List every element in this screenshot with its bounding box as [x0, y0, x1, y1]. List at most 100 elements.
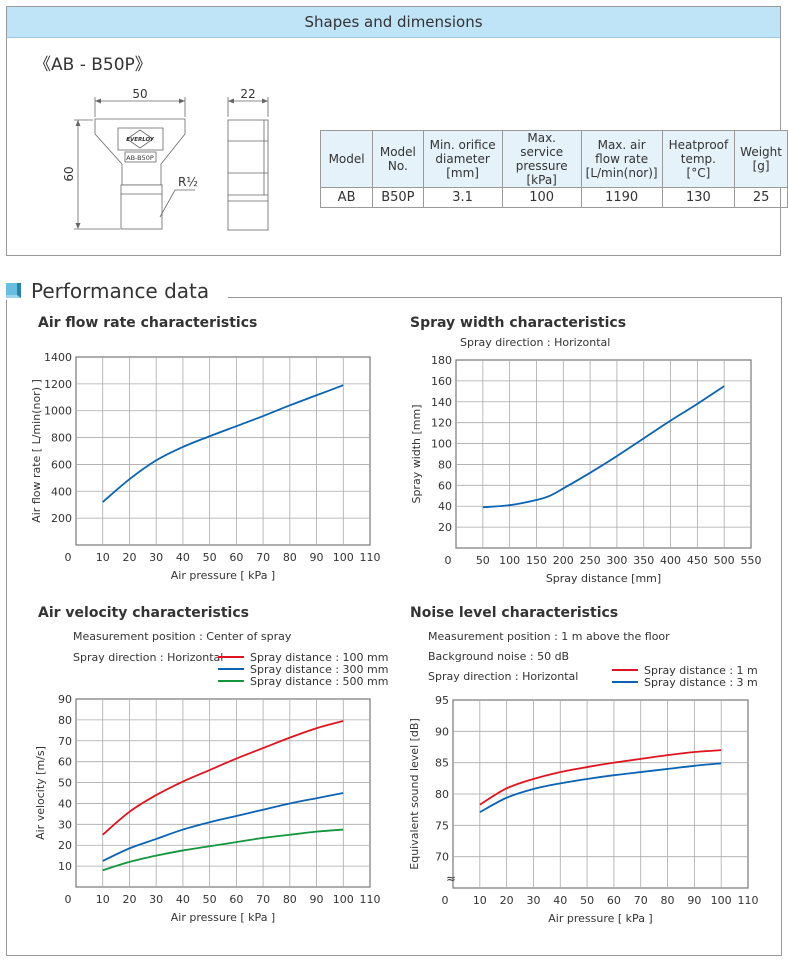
x-tick-label: 0	[445, 554, 452, 567]
x-tick-label: 500	[714, 554, 735, 567]
y-tick-label: 60	[58, 756, 72, 769]
table-cell: 1190	[580, 187, 663, 208]
chart-note: Measurement position : Center of spray	[73, 630, 292, 643]
x-tick-label: 110	[738, 894, 759, 907]
chart-title: Noise level characteristics	[410, 605, 618, 621]
plate-text: AB-B50P	[126, 154, 154, 162]
y-tick-label: 20	[58, 839, 72, 852]
chart-title: Air flow rate characteristics	[38, 315, 257, 331]
y-axis-label: Spray width [mm]	[410, 404, 423, 503]
y-tick-label: 90	[58, 693, 72, 706]
table-cell: 130	[661, 187, 736, 208]
table-cell: B50P	[372, 187, 424, 208]
section-header: Shapes and dimensions	[7, 7, 780, 38]
x-tick-label: 90	[310, 893, 324, 906]
x-tick-label: 70	[256, 893, 270, 906]
x-tick-label: 90	[310, 551, 324, 564]
thread-label: R½	[178, 175, 198, 189]
y-tick-label: 50	[58, 777, 72, 790]
series-line-2	[102, 792, 344, 862]
y-tick-label: 75	[435, 819, 449, 832]
x-tick-label: 100	[499, 554, 520, 567]
x-tick-label: 70	[634, 894, 648, 907]
x-tick-label: 50	[476, 554, 490, 567]
divider	[6, 300, 7, 955]
x-tick-label: 100	[333, 551, 354, 564]
plot-area	[75, 698, 371, 888]
x-tick-label: 60	[607, 894, 621, 907]
x-tick-label: 0	[65, 893, 72, 906]
chart-2: Spray width characteristics Spray directi…	[410, 315, 762, 585]
legend-label: Spray distance : 1 m	[644, 664, 758, 677]
y-tick-label: 70	[435, 851, 449, 864]
y-tick-label: 140	[431, 396, 452, 409]
x-tick-label: 30	[149, 893, 163, 906]
y-tick-label: 30	[58, 818, 72, 831]
y-tick-label: 40	[58, 797, 72, 810]
chart-3: Air velocity characteristics Measurement …	[34, 605, 388, 924]
x-tick-label: 0	[442, 894, 449, 907]
x-tick-label: 100	[333, 893, 354, 906]
side-view-outline	[227, 119, 269, 231]
chart-title: Spray width characteristics	[410, 315, 626, 331]
y-tick-label: 10	[58, 860, 72, 873]
x-tick-label: 30	[526, 894, 540, 907]
table-cell: 3.1	[422, 187, 503, 208]
column-header: Model No.	[372, 130, 424, 188]
chart-note: Background noise : 50 dB	[428, 650, 569, 663]
width-dimension: 50	[132, 87, 147, 101]
series-line-1	[102, 384, 344, 503]
y-axis-label: Air velocity [m/s]	[34, 746, 47, 840]
x-axis-label: Air pressure [ kPa ]	[171, 911, 275, 924]
y-tick-label: 1200	[44, 378, 72, 391]
legend-label: Spray distance : 300 mm	[250, 663, 388, 676]
x-axis-label: Spray distance [mm]	[546, 572, 661, 585]
x-tick-label: 110	[360, 893, 381, 906]
y-tick-label: 1000	[44, 405, 72, 418]
y-tick-label: 600	[51, 458, 72, 471]
column-header: Weight [g]	[734, 130, 788, 188]
y-tick-label: 85	[435, 757, 449, 770]
product-drawing: 50 22 60 R½ EVERLOY AB-B50P	[62, 87, 269, 231]
divider	[6, 955, 782, 956]
y-tick-label: 400	[51, 485, 72, 498]
legend-label: Spray distance : 500 mm	[250, 675, 388, 688]
chart-1: Air flow rate characteristics 0 10 20 30 40 50…	[30, 315, 381, 582]
section-square-icon	[6, 283, 21, 298]
chart-note: Spray direction : Horizontal	[460, 336, 610, 349]
x-tick-label: 50	[580, 894, 594, 907]
x-tick-label: 80	[283, 893, 297, 906]
y-tick-label: 180	[431, 354, 452, 367]
x-tick-label: 400	[660, 554, 681, 567]
y-tick-label: 200	[51, 512, 72, 525]
series-line-1	[479, 749, 722, 806]
x-tick-label: 70	[256, 551, 270, 564]
series-line-2	[479, 762, 722, 813]
y-tick-label: 20	[438, 521, 452, 534]
plot-area	[75, 356, 371, 546]
column-header: Max. air flow rate [L/min(nor)]	[580, 130, 663, 188]
x-tick-label: 60	[229, 551, 243, 564]
x-tick-label: 40	[176, 551, 190, 564]
y-tick-label: 80	[58, 714, 72, 727]
x-tick-label: 100	[711, 894, 732, 907]
chart-4: Noise level characteristics Measurement p…	[408, 605, 759, 925]
chart-note: Spray direction : Horizontal	[428, 670, 578, 683]
x-tick-label: 110	[360, 551, 381, 564]
axis-break-mark: ≈	[446, 872, 456, 886]
column-header: Min. orifice diameter [mm]	[422, 130, 503, 188]
x-tick-label: 200	[553, 554, 574, 567]
series-line-1	[102, 720, 344, 836]
y-axis-label: Equivalent sound level [dB]	[408, 718, 421, 869]
legend-label: Spray distance : 100 mm	[250, 651, 388, 664]
x-tick-label: 550	[741, 554, 762, 567]
x-tick-label: 20	[122, 551, 136, 564]
y-tick-label: 100	[431, 438, 452, 451]
x-tick-label: 50	[203, 893, 217, 906]
x-tick-label: 450	[687, 554, 708, 567]
y-tick-label: 90	[435, 725, 449, 738]
model-title: 《AB - B50P》	[34, 55, 152, 75]
x-tick-label: 10	[96, 893, 110, 906]
x-axis-label: Air pressure [ kPa ]	[548, 912, 652, 925]
